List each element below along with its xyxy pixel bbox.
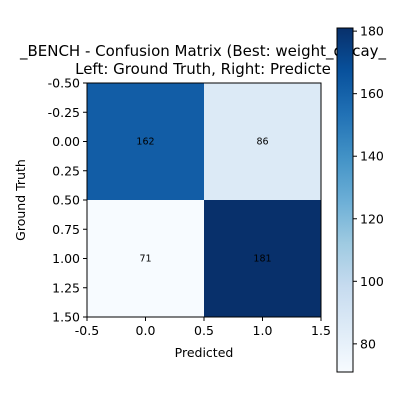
x-tick-label: -0.5	[75, 323, 99, 338]
heatmap-cell-labels: 162 86 71 181	[136, 137, 271, 265]
x-tick-label: 0.5	[194, 323, 214, 338]
cell-value-r0-c0: 162	[136, 137, 154, 148]
x-tick-label: 0.0	[136, 323, 156, 338]
heatmap-cell-r1-c0	[87, 200, 204, 317]
x-axis-label: Predicted	[175, 345, 234, 360]
colorbar-tick-label: 140	[360, 149, 384, 164]
y-tick-label: -0.50	[48, 76, 80, 91]
colorbar-tick-label: 100	[360, 274, 384, 289]
y-tick-label: 1.00	[52, 251, 80, 266]
x-axis-ticks: -0.5 0.0 0.5 1.0 1.5	[75, 317, 331, 338]
colorbar-tick-label: 160	[360, 86, 384, 101]
chart-title-line-1: _BENCH - Confusion Matrix (Best: weight_…	[19, 42, 387, 61]
colorbar-tick-label: 80	[360, 336, 376, 351]
colorbar-tick-label: 180	[360, 24, 384, 39]
colorbar	[336, 27, 354, 373]
cell-value-r0-c1: 86	[256, 137, 268, 148]
y-tick-label: 0.75	[52, 222, 80, 237]
y-axis-label: Ground Truth	[13, 159, 28, 241]
heatmap-cell-r0-c0	[87, 83, 204, 200]
cell-value-r1-c0: 71	[139, 254, 151, 265]
y-axis-ticks: -0.50 -0.25 0.00 0.25 0.50 0.75 1.00 1.25 1.50	[48, 76, 87, 325]
heatmap-cell-r0-c1	[204, 83, 321, 200]
y-tick-label: 0.00	[52, 134, 80, 149]
heatmap-cell-r1-c1	[204, 200, 321, 317]
x-tick-label: 1.0	[253, 323, 273, 338]
cell-value-r1-c1: 181	[253, 254, 271, 265]
y-tick-label: 1.50	[52, 310, 80, 325]
chart-title: _BENCH - Confusion Matrix (Best: weight_…	[19, 42, 387, 78]
y-tick-label: 0.50	[52, 193, 80, 208]
y-tick-label: 1.25	[52, 280, 80, 295]
heatmap-cells	[87, 83, 321, 317]
x-tick-label: 1.5	[311, 323, 331, 338]
y-tick-label: 0.25	[52, 163, 80, 178]
colorbar-tick-label: 120	[360, 211, 384, 226]
colorbar-ticks: 80 100 120 140 160 180	[353, 24, 384, 351]
y-tick-label: -0.25	[48, 105, 80, 120]
chart-title-line-2: Left: Ground Truth, Right: Predicte	[75, 60, 331, 78]
